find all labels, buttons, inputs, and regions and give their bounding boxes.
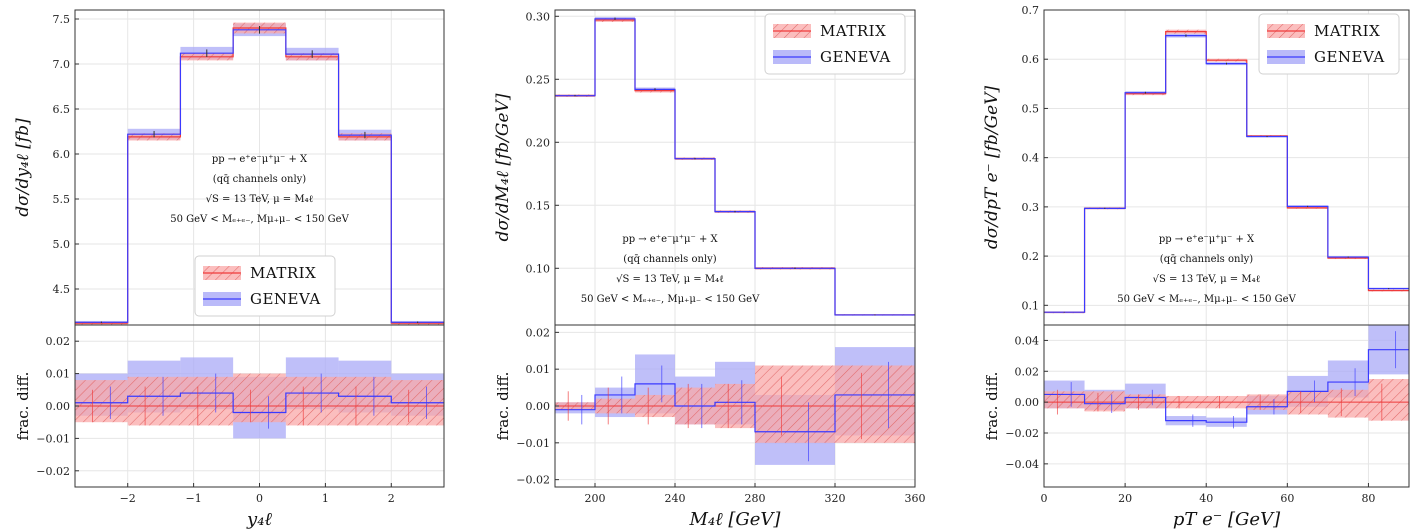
annotation-line: 50 GeV < Mₑ₊ₑ₋, Mμ₊μ₋ < 150 GeV	[581, 294, 760, 305]
ratio-geneva-line	[555, 383, 915, 433]
ratio-matrix-band	[180, 376, 234, 426]
annotation-line: pp → e⁺e⁻μ⁺μ⁻ + X	[1159, 234, 1255, 245]
annotation-line: √S = 13 TeV, μ = M₄ℓ	[206, 194, 314, 205]
chart-panel-1: −2 −1 0 1 2 4.5 5.0 5.5 6.0 6.5 7.0 7.5 −0.02 −0.01 0.…	[13, 9, 445, 530]
y-tick-label: 5.5	[53, 193, 71, 206]
y-tick-label: 0.10	[526, 262, 551, 275]
ratio-matrix-band	[1368, 379, 1409, 421]
annotation-line: (qq̄ channels only)	[1160, 254, 1254, 265]
ratio-matrix-band	[285, 376, 339, 426]
ratio-y-tick-label: −0.02	[36, 465, 70, 478]
ratio-y-tick-label: 0.01	[46, 368, 71, 381]
ratio-y-tick-label: 0.02	[46, 335, 71, 348]
x-tick-label: 60	[1280, 492, 1294, 505]
legend-matrix-label: MATRIX	[1314, 22, 1380, 40]
x-tick-label: 40	[1199, 492, 1213, 505]
ratio-matrix-band	[835, 365, 915, 443]
ratio-axes-frame	[1043, 324, 1410, 488]
ratio-y-tick-label: 0.01	[526, 363, 551, 376]
x-tick-label: 240	[665, 492, 686, 505]
ratio-matrix-band	[1327, 389, 1369, 418]
ratio-y-tick-label: −0.02	[1005, 427, 1039, 440]
ratio-y-tick-label: −0.01	[516, 437, 550, 450]
y-tick-label: 4.5	[53, 283, 71, 296]
legend-matrix-label: MATRIX	[820, 22, 886, 40]
x-tick-label: 0	[1041, 492, 1048, 505]
x-tick-label: 200	[585, 492, 606, 505]
x-tick-label: 280	[745, 492, 766, 505]
x-tick-label: 80	[1361, 492, 1375, 505]
annotation-line: (qq̄ channels only)	[213, 174, 307, 185]
legend-matrix-label: MATRIX	[250, 264, 316, 282]
x-tick-label: −1	[185, 492, 201, 505]
y-tick-label: 7.5	[53, 13, 71, 26]
ratio-y-tick-label: 0.02	[526, 326, 551, 339]
ratio-matrix-band	[1084, 391, 1126, 412]
y-axis-label: dσ/dpT e⁻ [fb/GeV]	[982, 86, 1002, 250]
ratio-matrix-band	[1044, 391, 1085, 409]
x-tick-label: 20	[1118, 492, 1132, 505]
ratio-y-tick-label: −0.01	[36, 432, 70, 445]
x-tick-label: 320	[825, 492, 846, 505]
y-tick-label: 7.0	[53, 58, 71, 71]
ratio-geneva-line	[1044, 349, 1409, 423]
y-tick-label: 0.6	[1022, 53, 1040, 66]
x-axis-label: M₄ℓ [GeV]	[689, 509, 782, 530]
y-tick-label: 0.5	[1022, 102, 1040, 115]
y-tick-label: 0.20	[526, 136, 551, 149]
annotation-line: √S = 13 TeV, μ = M₄ℓ	[616, 274, 724, 285]
ratio-matrix-band	[127, 376, 181, 426]
y-tick-label: 0.7	[1022, 4, 1040, 17]
annotation-line: pp → e⁺e⁻μ⁺μ⁻ + X	[212, 154, 308, 165]
ratio-y-tick-label: 0.02	[1015, 365, 1040, 378]
x-axis-label: pT e⁻ [GeV]	[1173, 509, 1281, 530]
y-tick-label: 0.3	[1022, 201, 1040, 214]
x-tick-label: −2	[120, 492, 136, 505]
x-axis-label: y₄ℓ	[246, 509, 272, 530]
y-tick-label: 0.30	[526, 10, 551, 23]
x-tick-label: 360	[905, 492, 926, 505]
ratio-matrix-band	[755, 365, 835, 443]
ratio-matrix-band	[233, 373, 286, 423]
ratio-y-tick-label: 0.04	[1015, 334, 1040, 347]
ratio-y-tick-label: 0.00	[46, 400, 71, 413]
y-tick-label: 5.0	[53, 238, 71, 251]
ratio-y-tick-label: 0.00	[526, 400, 551, 413]
y-tick-label: 0.2	[1022, 250, 1040, 263]
y-tick-label: 0.15	[526, 199, 551, 212]
chart-panel-2: 200 240 280 320 360 0.10 0.15 0.20 0.25 0.30 −0.02…	[493, 9, 926, 530]
ratio-axis-label: frac. diff.	[494, 372, 512, 441]
annotation-line: (qq̄ channels only)	[623, 254, 717, 265]
y-axis-label: dσ/dy₄ℓ [fb]	[13, 118, 33, 217]
annotation-line: 50 GeV < Mₑ₊ₑ₋, Mμ₊μ₋ < 150 GeV	[170, 214, 349, 225]
x-tick-label: 2	[388, 492, 395, 505]
ratio-matrix-band	[338, 376, 392, 426]
x-tick-label: 1	[322, 492, 329, 505]
ratio-y-tick-label: 0.00	[1015, 396, 1040, 409]
y-tick-label: 0.4	[1022, 152, 1040, 165]
ratio-axis-label: frac. diff.	[14, 372, 32, 441]
ratio-y-tick-label: −0.04	[1005, 458, 1039, 471]
y-tick-label: 6.0	[53, 148, 71, 161]
ratio-geneva-line	[75, 392, 444, 414]
y-tick-label: 6.5	[53, 103, 71, 116]
ratio-y-tick-label: −0.02	[516, 474, 550, 487]
annotation-line: 50 GeV < Mₑ₊ₑ₋, Mμ₊μ₋ < 150 GeV	[1117, 294, 1296, 305]
ratio-matrix-band	[1287, 391, 1328, 415]
ratio-matrix-band	[1125, 394, 1166, 409]
legend-geneva-label: GENEVA	[1314, 48, 1385, 66]
y-tick-label: 0.1	[1022, 299, 1040, 312]
ratio-matrix-band	[75, 380, 128, 423]
legend-geneva-label: GENEVA	[820, 48, 891, 66]
annotation-line: √S = 13 TeV, μ = M₄ℓ	[1153, 274, 1261, 285]
y-axis-label: dσ/dM₄ℓ [fb/GeV]	[493, 93, 513, 241]
annotation-line: pp → e⁺e⁻μ⁺μ⁻ + X	[622, 234, 718, 245]
chart-panel-3: 0 20 40 60 80 0.1 0.2 0.3 0.4 0.5 0.6 0.7 −0.04 −0.02…	[982, 4, 1410, 530]
geneva-step-line	[1044, 34, 1409, 313]
y-tick-label: 0.25	[526, 73, 551, 86]
x-tick-label: 0	[256, 492, 263, 505]
legend-geneva-label: GENEVA	[250, 290, 321, 308]
ratio-axis-label: frac. diff.	[983, 372, 1001, 441]
